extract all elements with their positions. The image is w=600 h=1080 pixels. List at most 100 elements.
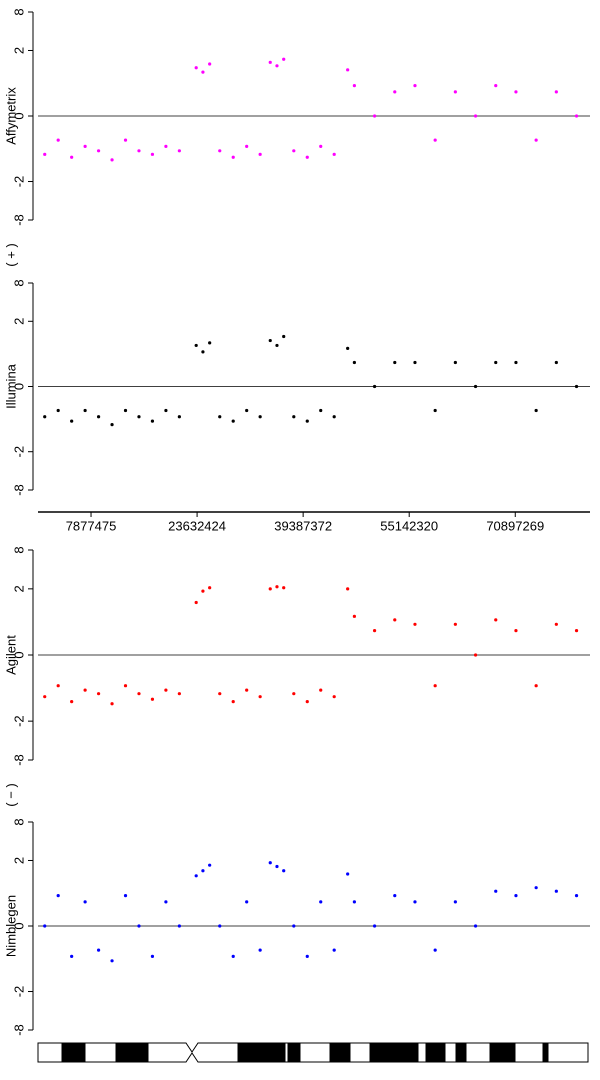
point: [473, 114, 478, 118]
point: [268, 338, 272, 343]
point: [150, 954, 155, 959]
y-tick-label: 0: [11, 383, 26, 390]
point: [346, 587, 350, 591]
x-tick-label: 7877475: [66, 518, 117, 533]
point: [352, 900, 356, 904]
point: [346, 872, 350, 876]
point: [110, 702, 114, 706]
y-tick-label: -8: [11, 1024, 26, 1036]
point: [258, 415, 262, 419]
x-tick-label: 70897269: [486, 518, 544, 533]
y-tick-label: 2: [11, 857, 26, 864]
point: [372, 384, 377, 389]
point: [201, 350, 205, 354]
point: [413, 83, 417, 88]
point: [96, 948, 101, 952]
point: [56, 684, 60, 688]
point: [433, 948, 437, 952]
point: [268, 587, 272, 591]
point: [110, 158, 114, 162]
y-tick-label: 0: [11, 112, 26, 119]
y-axis-label: Illumina: [3, 363, 18, 409]
point: [208, 62, 212, 66]
point: [177, 692, 181, 696]
point: [258, 948, 262, 952]
point: [393, 618, 397, 622]
point: [372, 114, 377, 118]
point: [218, 924, 222, 928]
y-tick-label: -2: [11, 446, 26, 458]
point: [292, 149, 296, 153]
point: [514, 90, 518, 94]
point: [393, 893, 397, 898]
y-tick-label: -2: [11, 986, 26, 998]
point: [554, 889, 558, 893]
point: [319, 144, 323, 149]
point: [201, 869, 205, 873]
point: [275, 343, 279, 348]
point: [231, 155, 235, 159]
point: [70, 700, 74, 704]
ideogram: [37, 1042, 589, 1063]
x-tick-label: 39387372: [274, 518, 332, 533]
point: [268, 861, 272, 865]
point: [494, 889, 498, 893]
point: [96, 692, 101, 696]
point: [413, 900, 417, 904]
point: [194, 343, 198, 348]
point: [282, 57, 286, 61]
point: [194, 66, 198, 70]
point: [574, 384, 579, 389]
point: [514, 629, 518, 633]
point: [473, 384, 478, 389]
point: [245, 688, 249, 692]
point: [83, 900, 87, 904]
point: [43, 415, 47, 419]
point: [56, 893, 60, 898]
point: [534, 408, 538, 413]
y-tick-label: 2: [11, 47, 26, 54]
y-axis-label: Affymetrix: [3, 87, 18, 145]
point: [554, 622, 558, 626]
point: [372, 924, 377, 928]
point: [218, 692, 222, 696]
point: [177, 149, 181, 153]
point: [433, 684, 437, 688]
y-tick-label: 8: [11, 8, 26, 15]
point: [275, 864, 279, 869]
point: [554, 360, 558, 365]
point: [453, 360, 457, 365]
point: [137, 692, 141, 696]
point: [494, 360, 498, 365]
y-tick-label: 0: [11, 651, 26, 658]
y-axis-label: Nimblegen: [3, 895, 18, 957]
point: [372, 629, 377, 633]
x-tick-label: 55142320: [380, 518, 438, 533]
point: [305, 954, 309, 959]
point: [231, 954, 235, 959]
point: [352, 614, 356, 618]
point: [319, 900, 323, 904]
point: [494, 83, 498, 88]
y-tick-label: -8: [11, 484, 26, 496]
point: [194, 874, 198, 878]
y-tick-label: -8: [11, 754, 26, 766]
point: [282, 869, 286, 873]
point: [393, 360, 397, 365]
y-tick-label: 0: [11, 922, 26, 929]
point: [245, 144, 249, 149]
y-tick-label: -2: [11, 715, 26, 727]
point: [83, 408, 87, 413]
point: [453, 900, 457, 904]
point: [201, 70, 205, 74]
point: [305, 419, 309, 423]
point: [292, 415, 296, 419]
point: [332, 152, 336, 156]
point: [258, 152, 262, 156]
point: [319, 408, 323, 413]
point: [201, 589, 205, 593]
y-tick-label: 2: [11, 318, 26, 325]
point: [275, 585, 279, 589]
point: [83, 144, 87, 149]
